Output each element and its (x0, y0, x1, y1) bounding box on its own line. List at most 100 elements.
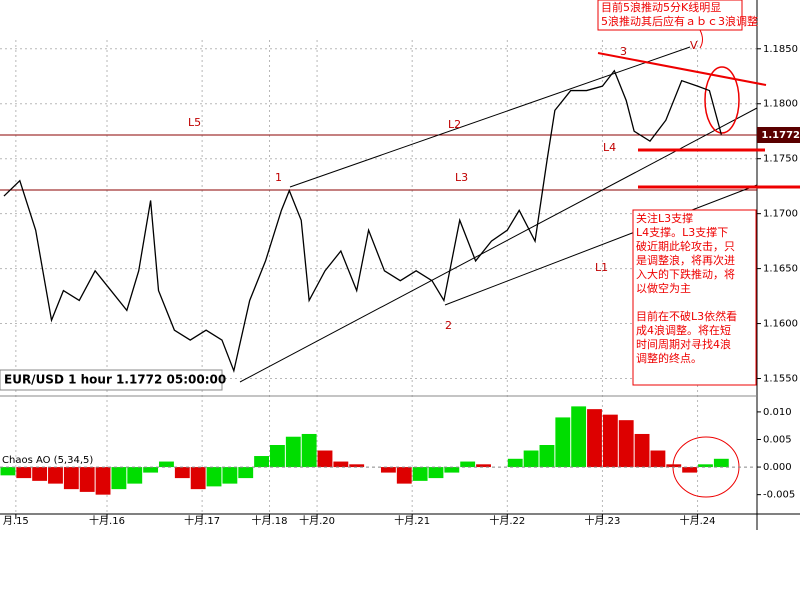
ao-bar (63, 467, 79, 490)
y-tick-label: 1.1600 (763, 319, 798, 330)
ao-bar (285, 436, 301, 468)
x-tick-label: 十月.21 (394, 514, 430, 527)
trend-line (444, 184, 758, 306)
y-tick-label: 1.1750 (763, 154, 798, 165)
ao-bar (634, 433, 650, 468)
ao-bar (127, 467, 143, 484)
wave-label: L2 (448, 118, 461, 131)
note-text: 入大的下跌推动，将 (636, 267, 735, 281)
price-tag-label: 1.1772 (761, 130, 800, 141)
ao-bar (539, 445, 555, 468)
ao-bar (48, 467, 63, 484)
ao-bar (523, 450, 539, 468)
x-tick-label: 十月.22 (489, 514, 525, 527)
ao-bar (380, 467, 396, 473)
ao-bar (111, 467, 127, 490)
pointer (699, 29, 703, 49)
note-text: 目前5浪推动5分K线明显 (601, 0, 721, 14)
y-tick-label: -0.005 (763, 490, 795, 501)
ao-bar (460, 461, 476, 468)
wave-label: 1 (275, 171, 282, 184)
indicator-title: Chaos AO (5,34,5) (2, 455, 93, 466)
note-text: 目前在不破L3依然看 (636, 309, 737, 323)
y-tick-label: 1.1650 (763, 264, 798, 275)
wave-label: L5 (188, 116, 201, 129)
wave-label: L3 (455, 171, 468, 184)
ao-bar (618, 420, 634, 468)
trend-line (239, 107, 758, 383)
x-tick-label: 十月.20 (299, 514, 335, 527)
note-text: 破近期此轮攻击，只 (636, 239, 735, 253)
ao-bar (270, 445, 285, 468)
ao-bar (587, 409, 602, 468)
ao-bar (238, 467, 254, 479)
price-tag (757, 127, 800, 143)
ao-bar (222, 467, 238, 484)
wave-label: L4 (603, 141, 616, 154)
wave-label: L1 (595, 261, 608, 274)
note-box (632, 209, 757, 386)
x-tick-label: 十月.23 (584, 514, 620, 527)
note-text: 是调整浪，将再次进 (636, 253, 735, 267)
trend-line (289, 46, 691, 188)
x-tick-label: 十月.17 (184, 514, 220, 527)
note-text: 时间周期对寻找4浪 (636, 337, 731, 351)
y-tick-label: 1.1700 (763, 209, 798, 220)
ao-bar (301, 433, 317, 468)
chart-title: EUR/USD 1 hour 1.1772 05:00:00 (4, 373, 226, 387)
ao-bar (254, 456, 270, 468)
y-tick-label: 0.005 (763, 434, 792, 445)
wave-label: 2 (445, 319, 452, 332)
ao-bar (159, 461, 174, 468)
ao-bar (476, 464, 491, 468)
x-tick-label: 十月.16 (89, 514, 125, 527)
ao-bar (16, 467, 32, 479)
ao-bar (555, 417, 571, 468)
x-tick-label: 十月.24 (680, 514, 716, 527)
ao-bar (206, 467, 222, 487)
title-box (0, 369, 223, 391)
highlight-ellipse (704, 66, 740, 134)
price-line (3, 69, 722, 374)
ao-bar (79, 467, 95, 492)
annotations (0, 0, 800, 498)
ao-bar (333, 461, 349, 468)
ao-bar (428, 467, 444, 479)
ao-bar (317, 450, 333, 468)
ao-bar (190, 467, 206, 490)
note-text: 调整的终点。 (636, 351, 702, 365)
wave-label: V (690, 39, 698, 52)
ao-bar (571, 406, 587, 468)
y-tick-label: 0.010 (763, 407, 792, 418)
ao-bar (507, 458, 523, 468)
x-tick-label: 月.15 (3, 515, 29, 527)
notes: 目前5浪推动5分K线明显5浪推动其后应有ａｂｃ3浪调整关注L3支撑L4支撑。L3… (601, 0, 758, 365)
trend-line (597, 52, 767, 86)
ao-bar (650, 450, 666, 468)
note-text: 成4浪调整。将在短 (636, 323, 731, 337)
ao-bar (143, 467, 159, 473)
ao-bar (682, 467, 698, 473)
y-tick-label: 1.1800 (763, 99, 798, 110)
ao-bar (698, 464, 713, 468)
ao-bar (95, 467, 111, 495)
y-tick-label: 1.1550 (763, 374, 798, 385)
note-text: L4支撑。L3支撑下 (636, 225, 728, 239)
ao-bar (412, 467, 428, 481)
wave-labels: L5 L2 L3 L4 L1 1 2 3 V (188, 39, 698, 332)
ao-bar (0, 467, 16, 476)
note-text: 关注L3支撑 (636, 211, 693, 225)
ao-bar (32, 467, 48, 481)
note-box (597, 0, 743, 31)
wave-label: 3 (620, 45, 627, 58)
x-tick-label: 十月.18 (252, 514, 288, 527)
ao-bar (396, 467, 412, 484)
ao-bar (602, 414, 618, 468)
ao-bar (444, 467, 460, 473)
ao-bar (174, 467, 190, 479)
note-text: 以做空为主 (636, 281, 691, 295)
ao-bar (666, 464, 682, 468)
y-tick-label: 0.000 (763, 462, 792, 473)
note-text: 5浪推动其后应有ａｂｃ3浪调整 (601, 14, 758, 28)
